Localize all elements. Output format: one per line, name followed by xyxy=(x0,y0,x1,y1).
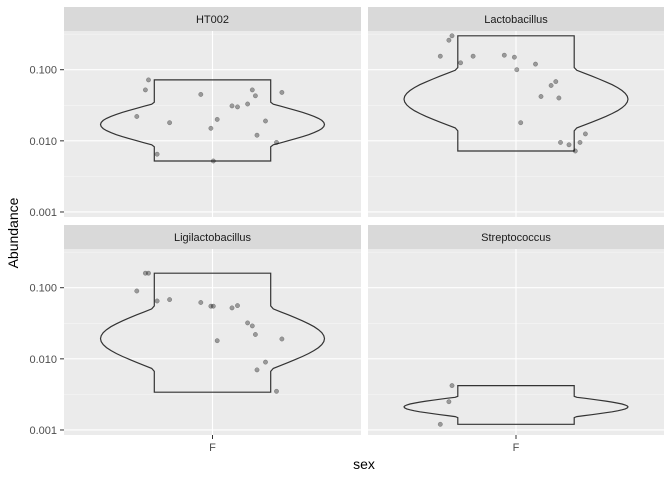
data-point xyxy=(518,120,524,126)
facet-strip-label: Ligilactobacillus xyxy=(174,232,252,244)
data-point xyxy=(470,53,476,59)
data-point xyxy=(154,151,160,157)
data-point xyxy=(458,60,464,66)
data-point xyxy=(210,303,216,309)
data-point xyxy=(146,77,151,83)
data-point xyxy=(142,270,148,276)
facet-strip xyxy=(368,225,664,249)
data-point xyxy=(437,421,443,427)
data-point xyxy=(446,399,452,405)
data-point xyxy=(198,300,204,305)
violin-outline xyxy=(99,272,326,393)
y-tick-label: 0.100 xyxy=(29,283,57,295)
data-point xyxy=(533,61,538,67)
data-point xyxy=(263,118,268,124)
data-point xyxy=(229,305,235,311)
data-point xyxy=(245,101,251,107)
data-point xyxy=(167,120,173,126)
data-point xyxy=(134,114,140,119)
data-point xyxy=(235,104,240,110)
data-point xyxy=(235,303,240,309)
data-point xyxy=(446,37,452,43)
data-point xyxy=(146,270,151,276)
data-point xyxy=(154,298,160,304)
data-point xyxy=(449,383,455,389)
y-tick-label: 0.100 xyxy=(29,65,57,77)
data-point xyxy=(553,79,559,85)
data-point xyxy=(558,139,563,145)
x-axis-title: sex xyxy=(353,456,375,472)
data-point xyxy=(279,336,285,342)
data-point xyxy=(274,388,279,394)
data-point xyxy=(229,103,235,109)
data-point xyxy=(167,297,173,303)
data-point xyxy=(254,367,260,373)
data-point xyxy=(511,54,517,60)
data-point xyxy=(214,338,220,344)
y-tick-label: 0.001 xyxy=(29,207,57,219)
data-point xyxy=(566,142,572,148)
data-point xyxy=(208,303,214,309)
data-point xyxy=(274,139,279,145)
data-point xyxy=(577,139,583,145)
data-point xyxy=(198,91,204,97)
violin-outline xyxy=(403,35,629,152)
data-point xyxy=(538,94,544,99)
data-point xyxy=(263,359,268,365)
y-tick-label: 0.010 xyxy=(29,354,57,366)
data-point xyxy=(556,95,562,101)
data-point xyxy=(214,116,220,122)
y-tick-label: 0.010 xyxy=(29,136,57,148)
data-point xyxy=(572,148,578,154)
data-point xyxy=(449,33,455,39)
data-point xyxy=(249,87,255,93)
y-tick-label: 0.001 xyxy=(29,425,57,437)
data-point xyxy=(548,83,554,88)
data-point xyxy=(245,320,251,326)
data-point xyxy=(582,131,588,137)
data-point xyxy=(501,52,507,58)
data-point xyxy=(208,125,214,131)
data-point xyxy=(279,89,285,95)
data-point xyxy=(142,87,148,93)
facet-strip-label: Lactobacillus xyxy=(484,14,548,26)
data-point xyxy=(252,93,258,99)
x-tick-label: F xyxy=(513,442,520,454)
y-axis-title: Abundance xyxy=(5,197,21,268)
data-point xyxy=(249,323,255,329)
data-point xyxy=(437,53,443,59)
data-point xyxy=(210,158,216,164)
facet-strip xyxy=(368,7,664,31)
data-point xyxy=(514,67,520,73)
facet-strip-label: Streptococcus xyxy=(481,232,551,244)
facet-strip-label: HT002 xyxy=(196,14,229,26)
violin-outline xyxy=(99,79,326,162)
data-point xyxy=(134,288,140,294)
facet-strip xyxy=(64,7,361,31)
facet-strip xyxy=(64,225,361,249)
x-tick-label: F xyxy=(209,442,216,454)
violin-outline xyxy=(403,385,629,425)
data-point xyxy=(252,332,258,337)
data-point xyxy=(254,132,260,138)
